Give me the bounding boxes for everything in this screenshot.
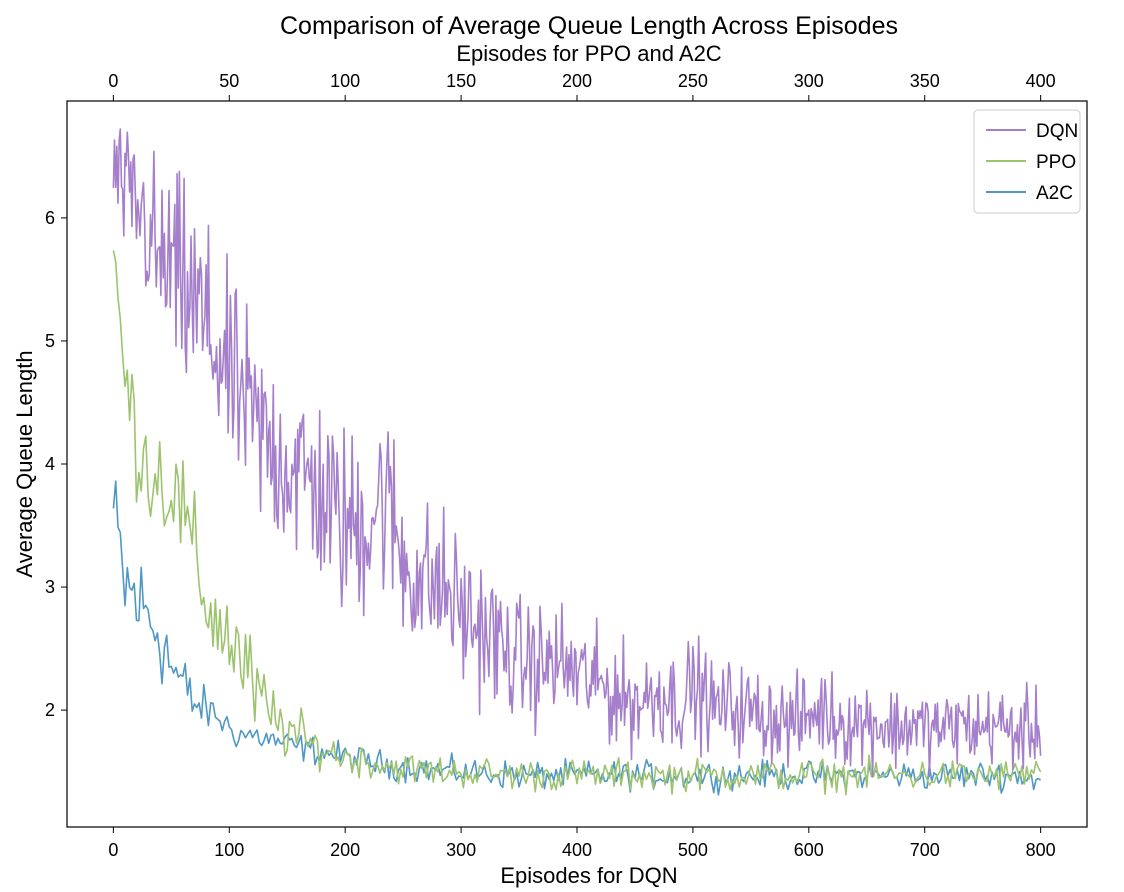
bottom-x-axis-label: Episodes for DQN [500,863,677,888]
bottom-x-tick-label: 500 [678,840,708,860]
top-x-tick-label: 300 [794,71,824,91]
series-line-ppo [112,250,1042,796]
series-line-dqn [112,128,1042,778]
y-tick-label: 4 [45,454,55,474]
series-line-a2c [112,480,1042,796]
bottom-x-tick-label: 800 [1026,840,1056,860]
top-x-tick-label: 150 [446,71,476,91]
bottom-x-tick-label: 300 [446,840,476,860]
bottom-x-tick-label: 400 [562,840,592,860]
y-axis: 2 3 4 5 6 [45,208,67,720]
series-layer [112,128,1042,796]
bottom-x-tick-label: 200 [330,840,360,860]
legend-label-a2c: A2C [1036,183,1073,204]
bottom-x-tick-label: 100 [214,840,244,860]
top-x-tick-label: 400 [1026,71,1056,91]
top-x-tick-label: 200 [562,71,592,91]
y-tick-label: 2 [45,700,55,720]
top-x-tick-label: 50 [219,71,239,91]
top-x-tick-label: 350 [910,71,940,91]
y-tick-label: 3 [45,577,55,597]
legend-label-dqn: DQN [1036,121,1078,142]
top-x-tick-label: 0 [108,71,118,91]
legend: DQN PPO A2C [973,109,1081,214]
top-x-axis: 0 50 100 150 200 250 300 350 400 [108,71,1056,101]
top-x-axis-label: Episodes for PPO and A2C [456,41,721,66]
top-x-tick-label: 100 [330,71,360,91]
bottom-x-tick-label: 0 [108,840,118,860]
bottom-x-axis: 0 100 200 300 400 500 600 700 800 [108,827,1056,860]
plot-frame [66,100,1088,828]
legend-label-ppo: PPO [1036,152,1076,173]
top-x-tick-label: 250 [678,71,708,91]
y-tick-label: 5 [45,331,55,351]
chart-title: Comparison of Average Queue Length Acros… [280,12,898,40]
bottom-x-tick-label: 700 [910,840,940,860]
y-axis-label: Average Queue Length [12,350,37,577]
y-tick-label: 6 [45,208,55,228]
bottom-x-tick-label: 600 [794,840,824,860]
legend-box [973,109,1081,214]
